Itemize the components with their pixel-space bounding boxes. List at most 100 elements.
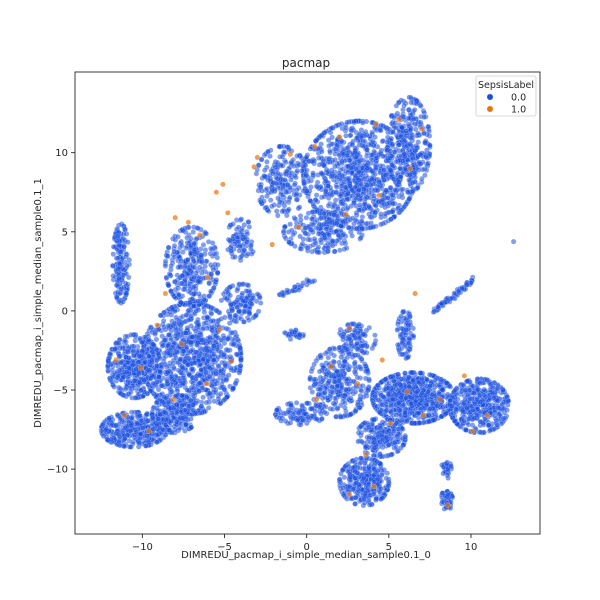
point-label-0	[407, 127, 414, 133]
point-label-0	[387, 167, 394, 174]
point-label-0	[221, 386, 227, 393]
point-label-0	[387, 155, 393, 161]
point-label-0	[426, 412, 432, 418]
point-label-0	[376, 126, 383, 133]
point-label-0	[114, 233, 121, 239]
point-label-0	[314, 217, 320, 223]
point-label-0	[249, 301, 255, 307]
point-label-0	[188, 235, 194, 242]
point-label-0	[196, 372, 203, 378]
point-label-0	[373, 166, 379, 173]
point-label-0	[382, 376, 389, 383]
point-label-0	[203, 369, 209, 375]
point-label-0	[262, 173, 269, 180]
point-label-0	[164, 378, 170, 385]
point-label-0	[390, 374, 396, 380]
point-label-0	[327, 149, 333, 156]
point-label-0	[419, 175, 425, 182]
point-label-0	[161, 409, 168, 415]
point-label-0	[205, 357, 211, 364]
point-label-0	[438, 413, 445, 420]
point-label-0	[343, 133, 349, 139]
point-label-0	[319, 132, 325, 138]
point-label-0	[304, 188, 310, 194]
point-label-0	[159, 398, 165, 405]
point-label-0	[378, 221, 384, 228]
point-label-0	[172, 333, 179, 339]
point-label-0	[279, 185, 286, 192]
point-label-0	[287, 221, 293, 227]
point-label-0	[426, 371, 433, 378]
point-label-0	[364, 165, 370, 171]
point-label-0	[380, 393, 386, 400]
point-label-0	[273, 180, 280, 187]
point-label-0	[397, 174, 404, 180]
point-label-0	[195, 316, 201, 323]
point-label-0	[178, 258, 184, 264]
point-label-0	[421, 114, 427, 120]
point-label-0	[144, 346, 150, 353]
point-label-0	[242, 303, 249, 309]
point-label-0	[139, 348, 146, 354]
point-label-0	[215, 362, 222, 369]
point-label-0	[327, 129, 334, 136]
point-label-0	[191, 264, 198, 271]
point-label-0	[131, 377, 138, 384]
point-label-0	[122, 226, 128, 233]
point-label-0	[316, 161, 323, 168]
point-label-0	[214, 269, 221, 276]
point-label-0	[107, 351, 113, 358]
point-label-0	[227, 365, 234, 371]
point-label-0	[204, 314, 211, 321]
point-label-0	[230, 221, 236, 227]
point-label-0	[135, 359, 142, 365]
point-label-0	[250, 295, 256, 301]
point-label-0	[349, 233, 355, 239]
point-label-0	[357, 202, 363, 208]
point-label-0	[282, 177, 288, 183]
point-label-0	[344, 196, 351, 203]
point-label-0	[229, 235, 236, 242]
point-label-0	[215, 335, 221, 341]
point-label-0	[199, 258, 205, 265]
point-label-0	[430, 417, 436, 423]
point-label-0	[309, 209, 316, 215]
point-label-0	[110, 273, 116, 279]
point-label-0	[403, 201, 409, 207]
point-label-0	[178, 300, 184, 306]
point-label-0	[208, 311, 215, 317]
point-label-0	[171, 248, 177, 255]
point-label-0	[165, 369, 171, 376]
point-label-0	[354, 175, 361, 182]
point-label-0	[366, 189, 372, 196]
point-label-0	[182, 263, 188, 269]
point-label-0	[207, 374, 213, 380]
point-label-0	[187, 299, 194, 306]
point-label-0	[415, 130, 421, 136]
point-label-0	[407, 171, 413, 178]
point-label-0	[234, 351, 240, 358]
point-label-0	[221, 396, 228, 403]
point-label-0	[399, 417, 406, 423]
point-label-0	[372, 134, 378, 140]
point-label-0	[196, 291, 202, 297]
point-label-0	[121, 419, 127, 426]
point-label-0	[384, 139, 390, 145]
point-label-0	[367, 214, 374, 220]
point-label-0	[417, 370, 424, 376]
point-label-0	[163, 274, 170, 281]
point-label-0	[128, 444, 134, 450]
point-label-0	[161, 337, 168, 343]
point-label-0	[213, 370, 219, 377]
point-label-0	[419, 390, 425, 397]
point-label-0	[335, 232, 342, 239]
point-label-0	[191, 283, 197, 290]
point-label-0	[175, 367, 182, 374]
point-label-0	[366, 204, 372, 210]
point-label-0	[253, 170, 260, 177]
point-label-0	[431, 393, 438, 399]
point-label-0	[125, 349, 131, 355]
point-label-0	[409, 180, 416, 186]
point-label-0	[318, 148, 325, 155]
point-label-0	[325, 183, 331, 189]
